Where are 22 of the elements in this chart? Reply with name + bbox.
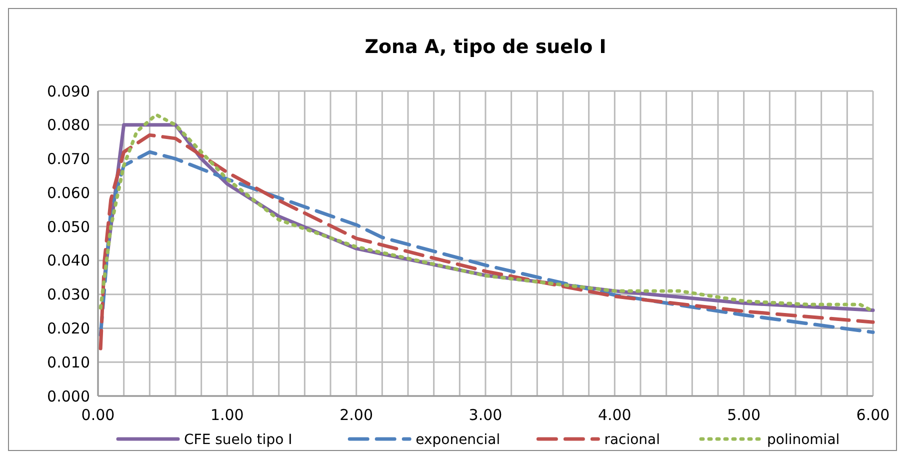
x-tick-label: 5.00: [727, 406, 761, 424]
y-tick-label: 0.070: [47, 150, 90, 168]
x-tick-label: 0.00: [81, 406, 115, 424]
x-tick-label: 6.00: [856, 406, 890, 424]
legend-label: exponencial: [416, 432, 500, 448]
y-tick-label: 0.050: [47, 218, 90, 236]
y-tick-label: 0.090: [47, 82, 90, 100]
x-tick-label: 4.00: [598, 406, 632, 424]
y-tick-label: 0.010: [47, 353, 90, 372]
x-tick-label: 3.00: [468, 406, 502, 424]
y-tick-label: 0.060: [47, 184, 90, 202]
chart-title: Zona A, tipo de suelo I: [364, 36, 606, 58]
y-tick-label: 0.030: [47, 286, 90, 304]
y-tick-label: 0.040: [47, 252, 90, 270]
legend-label: polinomial: [767, 432, 840, 448]
legend-label: CFE suelo tipo I: [184, 432, 292, 448]
y-tick-label: 0.020: [47, 319, 90, 338]
y-tick-label: 0.080: [47, 116, 90, 134]
legend-label: racional: [604, 432, 660, 448]
x-tick-label: 1.00: [210, 406, 244, 424]
y-tick-label: 0.000: [47, 387, 90, 406]
x-tick-label: 2.00: [340, 406, 374, 424]
